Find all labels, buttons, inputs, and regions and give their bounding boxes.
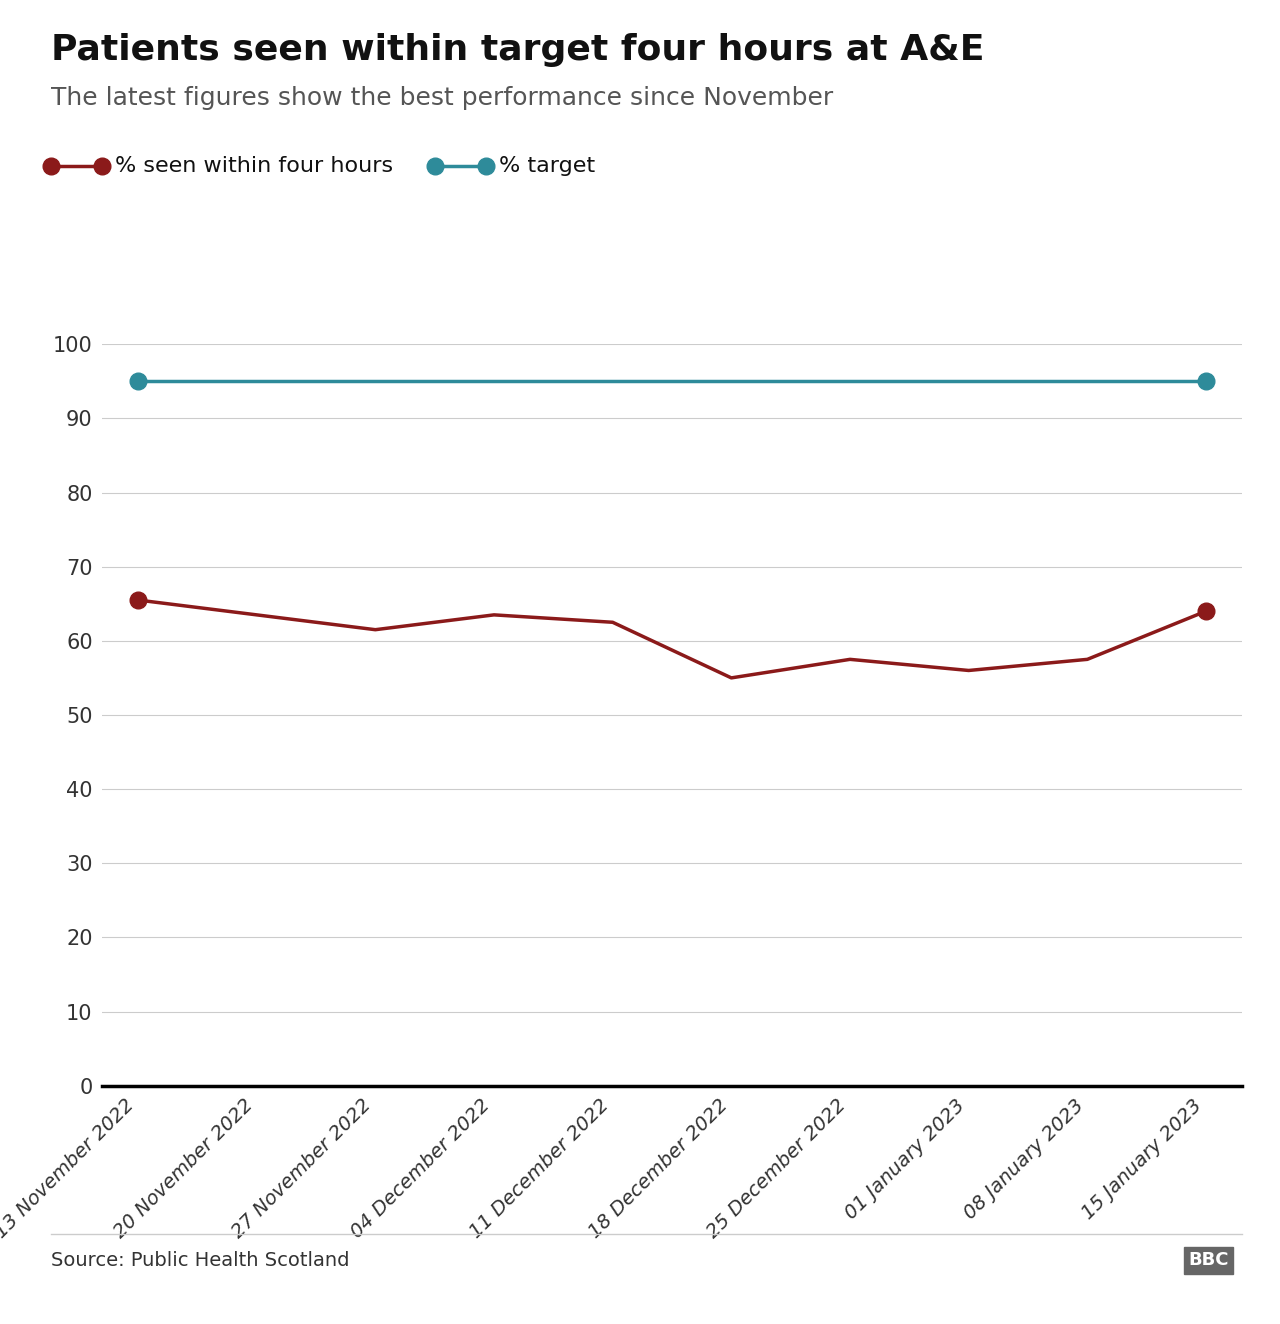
Text: % target: % target xyxy=(499,155,595,176)
Text: BBC: BBC xyxy=(1188,1251,1229,1270)
Text: Source: Public Health Scotland: Source: Public Health Scotland xyxy=(51,1251,349,1270)
Text: The latest figures show the best performance since November: The latest figures show the best perform… xyxy=(51,86,833,110)
Text: % seen within four hours: % seen within four hours xyxy=(115,155,393,176)
Text: Patients seen within target four hours at A&E: Patients seen within target four hours a… xyxy=(51,33,984,68)
